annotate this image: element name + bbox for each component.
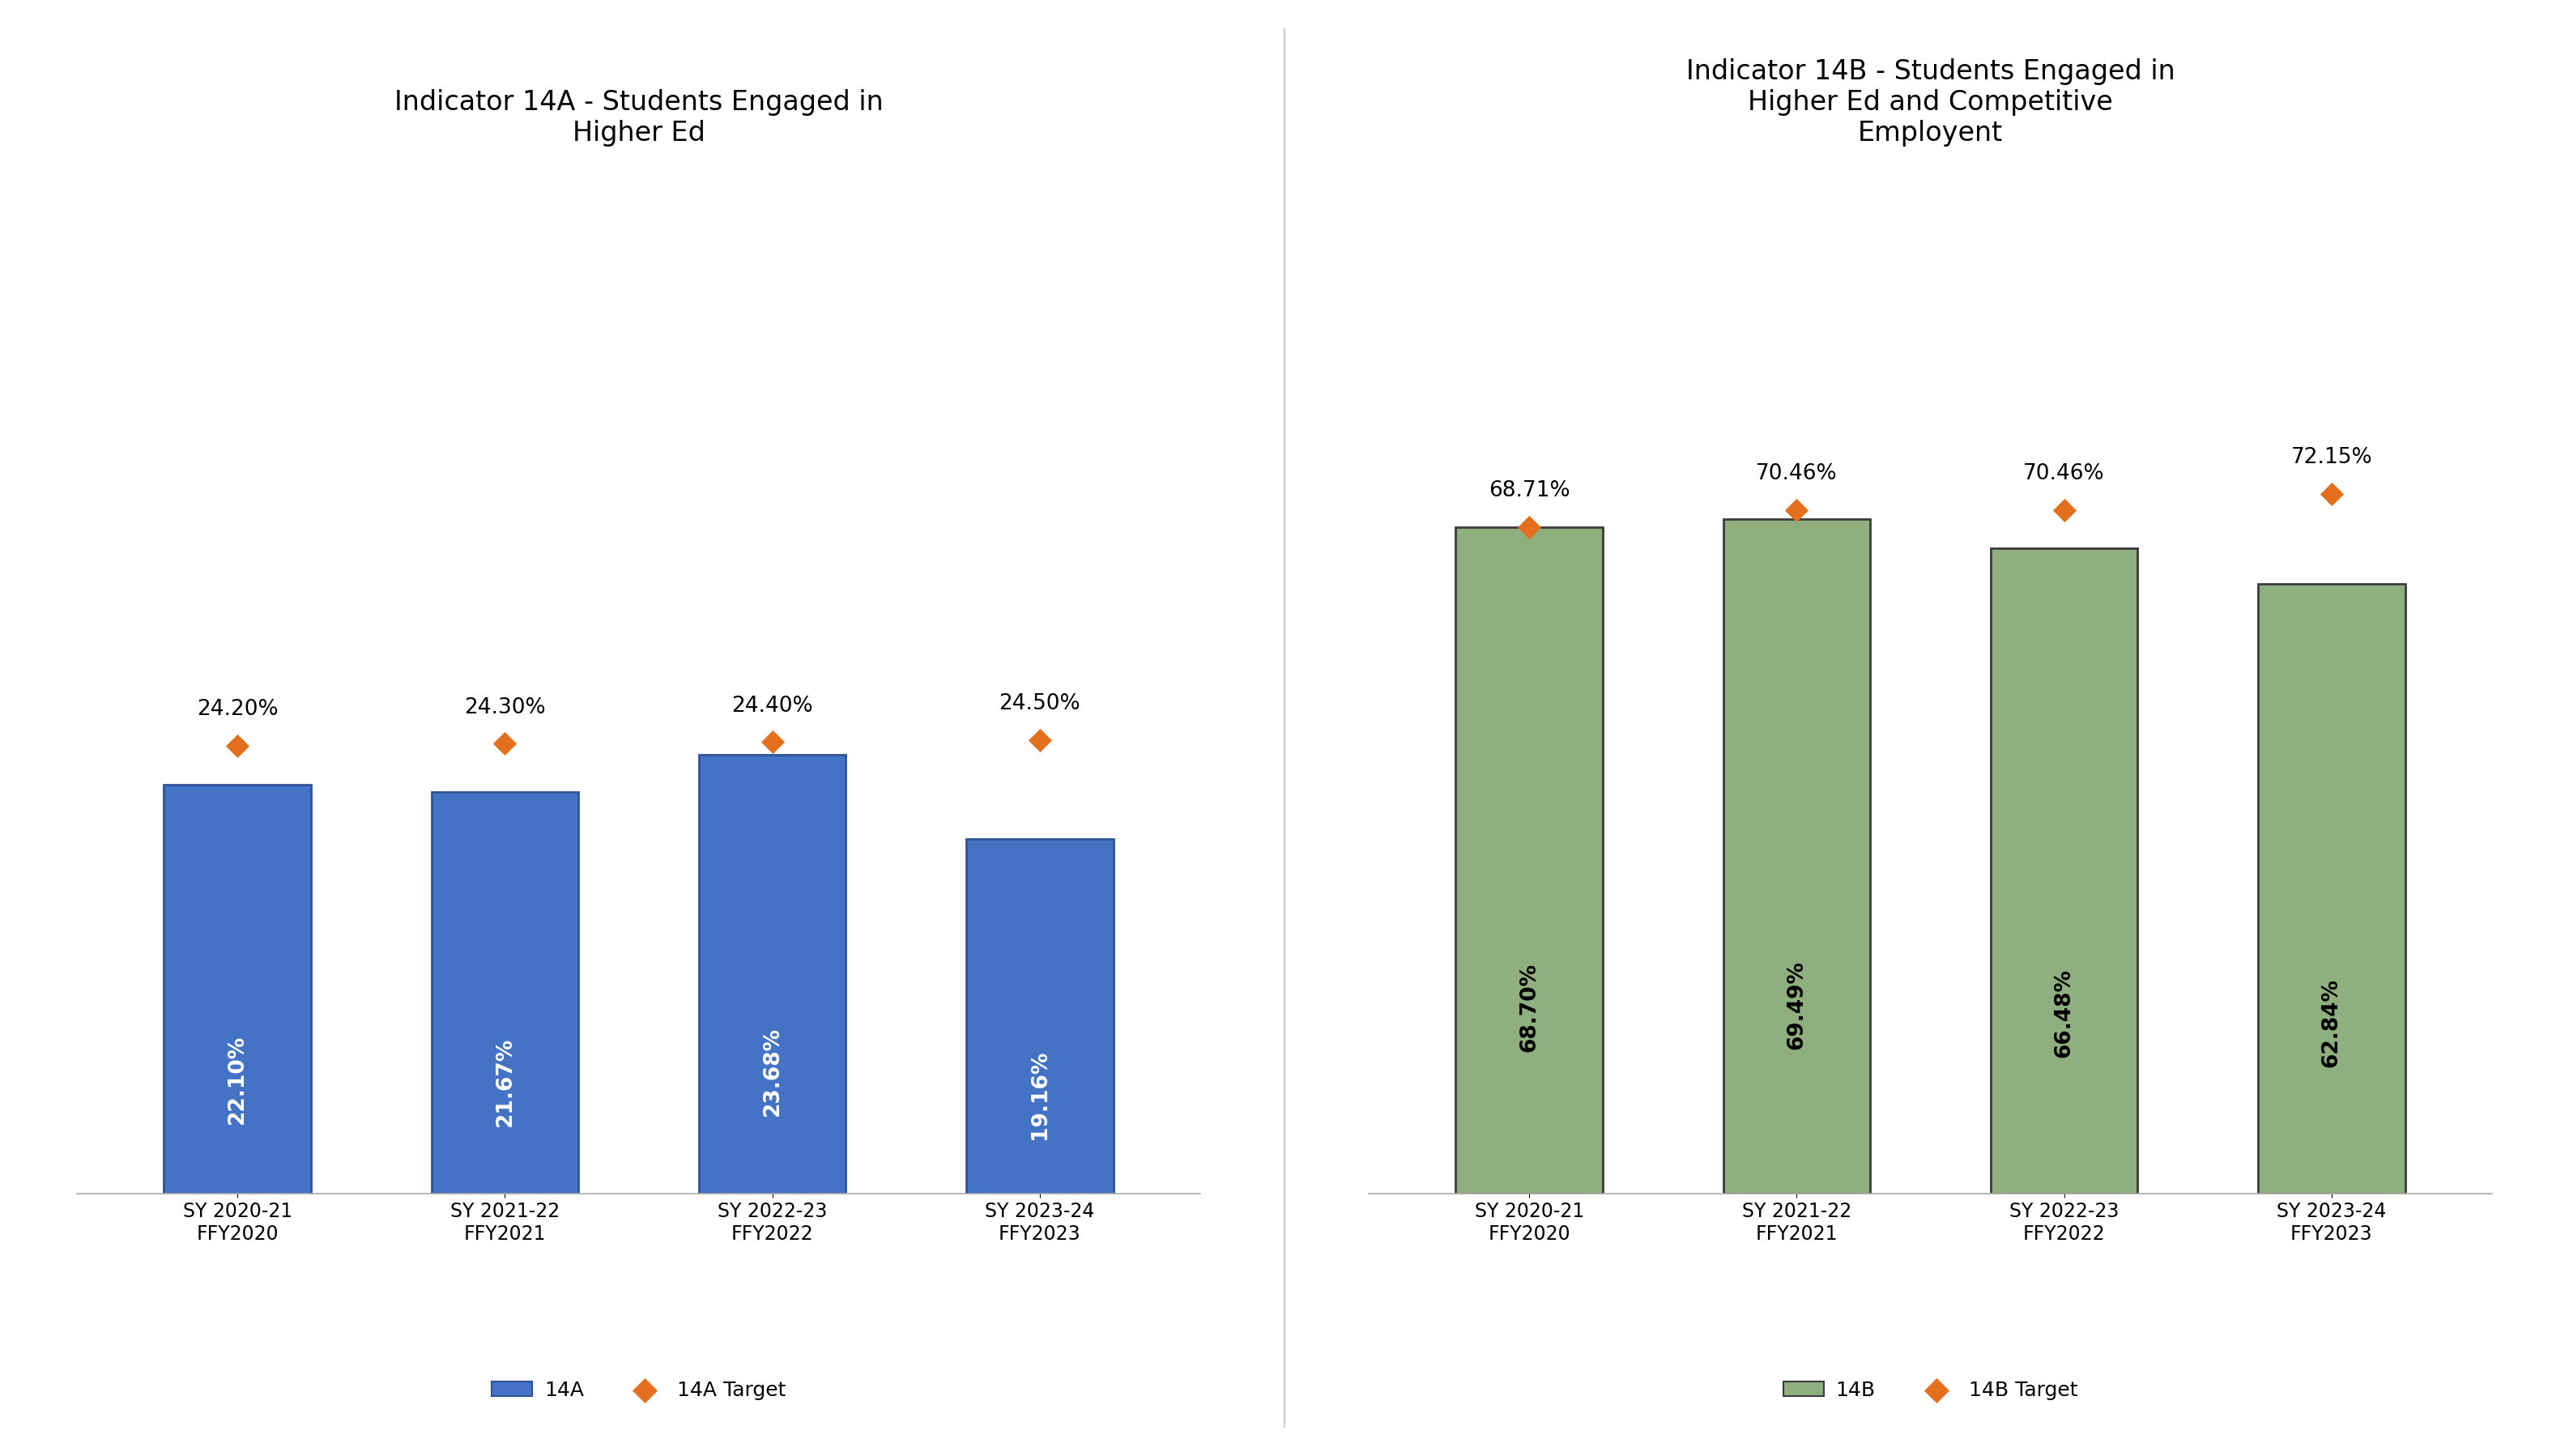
Text: 24.20%: 24.20%: [198, 699, 277, 721]
Bar: [1457, 527, 1603, 1194]
Text: 24.50%: 24.50%: [999, 693, 1082, 715]
Text: 22.10%: 22.10%: [226, 1035, 249, 1124]
Bar: [432, 792, 578, 1194]
Bar: [1724, 520, 1870, 1194]
Point: [486, 732, 527, 756]
Bar: [699, 756, 845, 1194]
Legend: 14A, 14A Target: 14A, 14A Target: [483, 1373, 794, 1408]
Point: [2312, 482, 2353, 505]
Point: [1508, 515, 1549, 539]
Legend: 14B, 14B Target: 14B, 14B Target: [1775, 1373, 2086, 1408]
Bar: [164, 785, 311, 1194]
Bar: [1991, 549, 2137, 1194]
Title: Indicator 14A - Students Engaged in
Higher Ed: Indicator 14A - Students Engaged in High…: [393, 89, 884, 147]
Text: 19.16%: 19.16%: [1030, 1050, 1051, 1139]
Bar: [2258, 584, 2405, 1194]
Point: [1775, 498, 1816, 521]
Text: 24.40%: 24.40%: [732, 695, 814, 716]
Point: [1020, 728, 1061, 751]
Text: 68.70%: 68.70%: [1518, 962, 1539, 1051]
Text: 70.46%: 70.46%: [1755, 463, 1837, 485]
Text: 23.68%: 23.68%: [763, 1026, 784, 1115]
Point: [216, 734, 257, 757]
Point: [2042, 498, 2083, 521]
Text: 68.71%: 68.71%: [1487, 480, 1570, 501]
Text: 62.84%: 62.84%: [2320, 978, 2343, 1067]
Text: 24.30%: 24.30%: [465, 697, 545, 718]
Text: 72.15%: 72.15%: [2292, 447, 2371, 467]
Point: [753, 729, 794, 753]
Text: 21.67%: 21.67%: [493, 1037, 516, 1125]
Title: Indicator 14B - Students Engaged in
Higher Ed and Competitive
Employent: Indicator 14B - Students Engaged in High…: [1685, 58, 2176, 147]
Bar: [966, 839, 1112, 1194]
Text: 70.46%: 70.46%: [2024, 463, 2104, 485]
Text: 69.49%: 69.49%: [1785, 961, 1806, 1050]
Text: 66.48%: 66.48%: [2053, 968, 2076, 1057]
